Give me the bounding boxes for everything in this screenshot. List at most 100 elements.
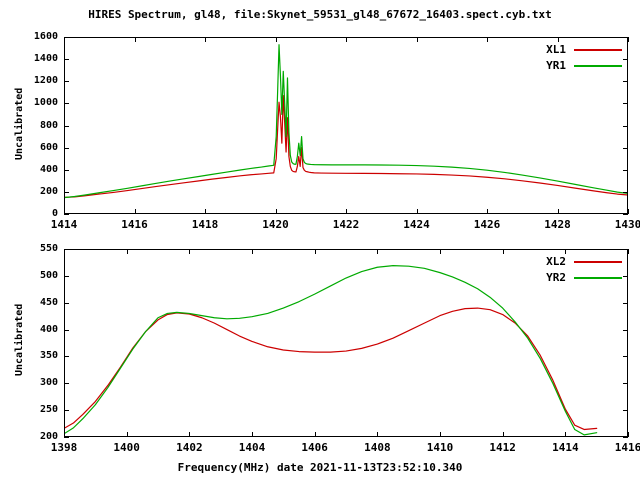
x-tick-label: 1430 (614, 218, 640, 231)
x-tick-label: 1416 (121, 218, 148, 231)
x-tick-label: 1412 (489, 441, 516, 454)
y-tick (64, 383, 69, 385)
y-tick (64, 249, 69, 250)
x-tick (416, 209, 418, 214)
y-tick (623, 125, 628, 127)
x-tick (126, 432, 128, 437)
legend-entry: XL2 (500, 254, 622, 270)
x-tick (134, 209, 136, 214)
x-tick (205, 209, 206, 214)
bottom-plot-frame (64, 249, 628, 437)
legend-entry: XL1 (500, 42, 622, 58)
y-tick (623, 249, 628, 250)
x-tick (565, 432, 567, 437)
y-tick (623, 275, 628, 277)
y-tick-label: 200 (39, 431, 58, 442)
y-tick-label: 1600 (33, 31, 58, 42)
x-tick-label: 1404 (238, 441, 266, 454)
legend-color-swatch (574, 49, 622, 51)
top-plot-y-axis-title: Uncalibrated (14, 87, 25, 160)
x-tick (126, 249, 128, 254)
y-tick-label: 550 (39, 243, 58, 254)
y-tick (623, 214, 628, 215)
legend-color-swatch (574, 261, 622, 263)
x-tick (628, 432, 629, 437)
x-tick-label: 1420 (262, 218, 289, 231)
bottom-plot-panel (64, 249, 628, 437)
y-tick-label: 600 (39, 141, 58, 153)
y-tick-label: 300 (39, 377, 58, 389)
y-tick-label: 450 (39, 296, 58, 308)
x-tick (134, 37, 136, 42)
x-tick-label: 1416 (614, 441, 640, 454)
y-tick-label: 350 (39, 350, 58, 362)
top-plot-legend: XL1 YR1 (500, 42, 622, 74)
y-tick (64, 410, 69, 412)
x-tick (64, 432, 65, 437)
y-tick (623, 147, 628, 149)
y-tick (623, 437, 628, 438)
x-tick (440, 249, 441, 254)
y-tick (64, 214, 69, 215)
y-tick (623, 410, 628, 412)
y-tick-label: 1400 (33, 53, 58, 65)
y-tick-label: 0 (51, 208, 58, 219)
x-tick (377, 249, 379, 254)
x-tick-label: 1408 (364, 441, 391, 454)
x-tick (314, 249, 316, 254)
x-tick (64, 37, 65, 42)
y-tick (64, 147, 69, 149)
x-tick (502, 432, 504, 437)
y-tick (623, 59, 628, 61)
y-tick (623, 81, 628, 83)
x-tick (628, 209, 629, 214)
x-tick-label: 1414 (50, 218, 78, 231)
y-tick-label: 400 (39, 163, 58, 175)
x-tick-label: 1424 (403, 218, 430, 231)
x-tick (346, 209, 347, 214)
x-tick (189, 249, 191, 254)
y-tick (64, 437, 69, 438)
y-tick (64, 191, 69, 193)
x-tick (557, 37, 559, 42)
x-tick-label: 1400 (113, 441, 140, 454)
x-tick (628, 249, 629, 254)
x-tick (346, 37, 347, 42)
page-title: HIRES Spectrum, gl48, file:Skynet_59531_… (88, 8, 552, 21)
x-tick (440, 432, 441, 437)
y-tick (623, 191, 628, 193)
y-tick-label: 1000 (33, 97, 58, 109)
y-tick (64, 59, 69, 61)
y-tick-label: 250 (39, 404, 58, 416)
y-tick (64, 275, 69, 277)
y-tick (623, 356, 628, 358)
x-tick (252, 249, 253, 254)
legend-entry: YR2 (500, 270, 622, 286)
y-tick (64, 125, 69, 127)
legend-color-swatch (574, 65, 622, 67)
y-tick (64, 103, 69, 105)
bottom-plot-svg (64, 265, 598, 436)
x-tick (314, 432, 316, 437)
bottom-plot-y-axis-title: Uncalibrated (14, 303, 25, 376)
y-tick (64, 356, 69, 358)
legend-entry: YR1 (500, 58, 622, 74)
y-tick (64, 302, 69, 304)
y-tick (64, 169, 69, 171)
x-tick-label: 1418 (191, 218, 219, 231)
legend-color-swatch (574, 277, 622, 279)
top-plot-svg (64, 44, 628, 199)
top-plot-area (64, 37, 628, 214)
x-tick (252, 432, 253, 437)
x-tick (628, 37, 629, 42)
x-tick-label: 1402 (176, 441, 203, 454)
x-tick-label: 1426 (473, 218, 501, 231)
x-tick (487, 37, 488, 42)
x-tick-label: 1422 (332, 218, 360, 231)
legend-label: XL1 (546, 43, 566, 56)
x-tick-label: 1410 (426, 441, 454, 454)
x-tick-label: 1406 (301, 441, 328, 454)
x-tick (64, 209, 65, 214)
x-tick-label: 1398 (50, 441, 78, 454)
y-tick (623, 329, 628, 331)
